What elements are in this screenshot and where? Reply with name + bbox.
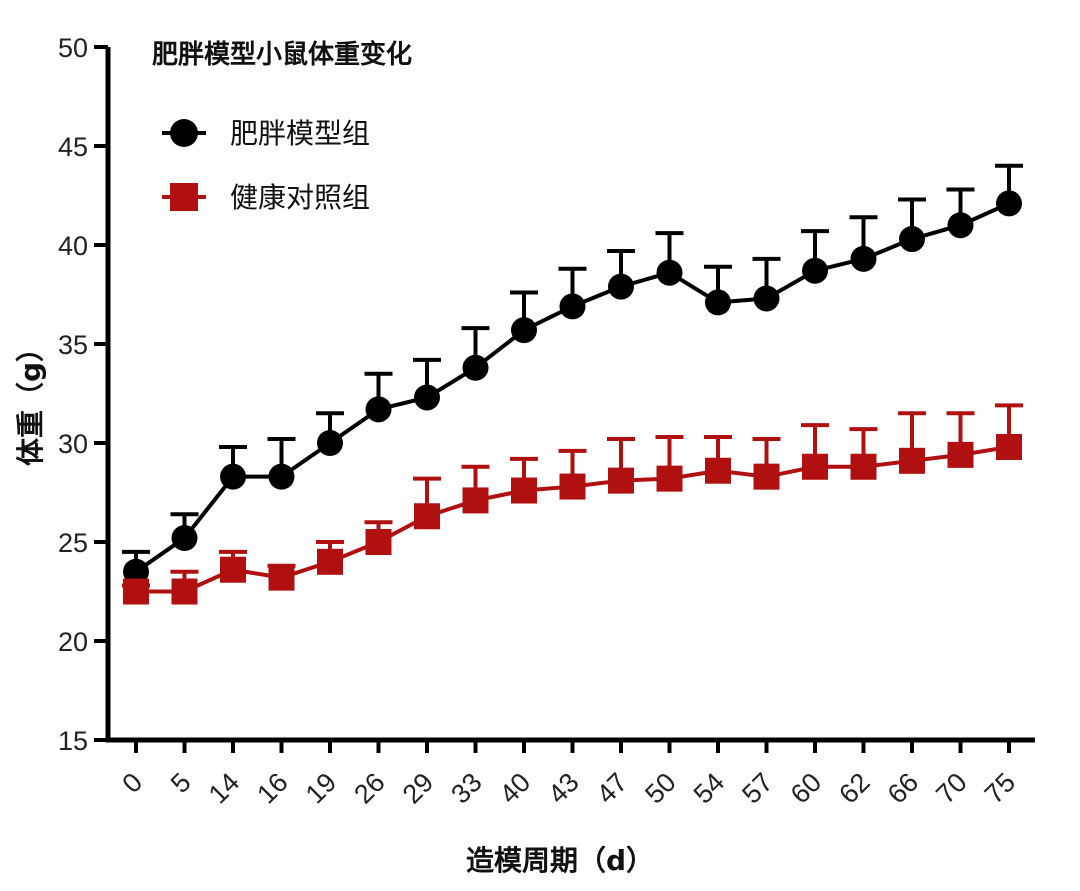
x-tick-label: 54 — [688, 767, 730, 809]
x-tick-label: 16 — [251, 767, 293, 809]
data-point — [171, 525, 198, 552]
x-tick-label: 40 — [494, 767, 536, 809]
x-tick-label: 66 — [882, 767, 924, 809]
data-point — [559, 293, 586, 320]
data-point — [268, 564, 295, 591]
data-point — [511, 477, 537, 504]
data-point — [899, 447, 925, 474]
y-tick-label: 30 — [58, 429, 88, 459]
data-point — [899, 226, 925, 253]
data-point — [123, 578, 149, 605]
x-tick-label: 19 — [300, 767, 342, 809]
data-point — [753, 463, 780, 490]
x-tick-label: 60 — [785, 767, 827, 809]
data-point — [705, 289, 731, 316]
data-point — [559, 473, 586, 500]
x-tick-label: 33 — [445, 767, 487, 809]
data-point — [608, 273, 634, 300]
series-1 — [122, 403, 1023, 605]
data-point — [656, 259, 683, 286]
data-point — [268, 463, 295, 490]
data-point — [947, 212, 974, 239]
data-point — [802, 257, 828, 284]
x-tick-label: 75 — [979, 767, 1021, 809]
legend-marker — [170, 119, 198, 147]
y-tick-label: 45 — [58, 132, 88, 162]
x-tick-label: 29 — [397, 767, 439, 809]
data-point — [414, 384, 440, 411]
data-point — [220, 463, 246, 490]
x-axis-label: 造模周期（d） — [466, 844, 654, 877]
y-tick-label: 25 — [58, 528, 88, 558]
x-tick-label: 14 — [203, 767, 245, 809]
data-point — [802, 453, 828, 480]
series-line — [134, 201, 1010, 574]
x-tick-label: 70 — [930, 767, 972, 809]
data-point — [365, 396, 392, 423]
data-point — [996, 190, 1022, 217]
data-point — [850, 245, 877, 272]
data-point — [365, 529, 392, 555]
x-tick-label: 26 — [348, 767, 390, 809]
data-point — [656, 465, 683, 492]
series-0 — [122, 163, 1023, 585]
data-point — [947, 441, 974, 468]
legend-marker — [170, 183, 198, 211]
data-point — [705, 457, 731, 484]
data-point — [317, 430, 343, 456]
x-tick-label: 47 — [591, 767, 633, 809]
y-tick-label: 35 — [58, 330, 88, 360]
x-tick-label: 62 — [833, 767, 875, 809]
data-point — [753, 285, 780, 312]
x-tick-label: 0 — [116, 767, 148, 799]
data-point — [171, 578, 198, 605]
data-point — [317, 548, 343, 575]
data-point — [850, 453, 877, 480]
data-point — [462, 487, 489, 514]
data-point — [996, 433, 1022, 460]
data-point — [608, 467, 634, 494]
data-point — [123, 558, 149, 585]
chart-title: 肥胖模型小鼠体重变化 — [152, 39, 412, 70]
data-point — [462, 354, 489, 381]
legend-label: 肥胖模型组 — [230, 117, 370, 150]
x-tick-label: 57 — [736, 767, 778, 809]
y-tick-label: 50 — [58, 33, 88, 63]
y-tick-label: 20 — [58, 627, 88, 657]
y-tick-label: 40 — [58, 231, 88, 261]
legend-label: 健康对照组 — [230, 181, 370, 214]
x-tick-label: 43 — [542, 767, 584, 809]
y-tick-label: 15 — [58, 726, 88, 756]
y-axis-label: 体重（g） — [14, 334, 47, 466]
data-point — [414, 503, 440, 530]
x-tick-label: 50 — [639, 767, 681, 809]
x-tick-label: 5 — [165, 767, 197, 799]
data-point — [220, 556, 246, 583]
data-point — [511, 317, 537, 344]
